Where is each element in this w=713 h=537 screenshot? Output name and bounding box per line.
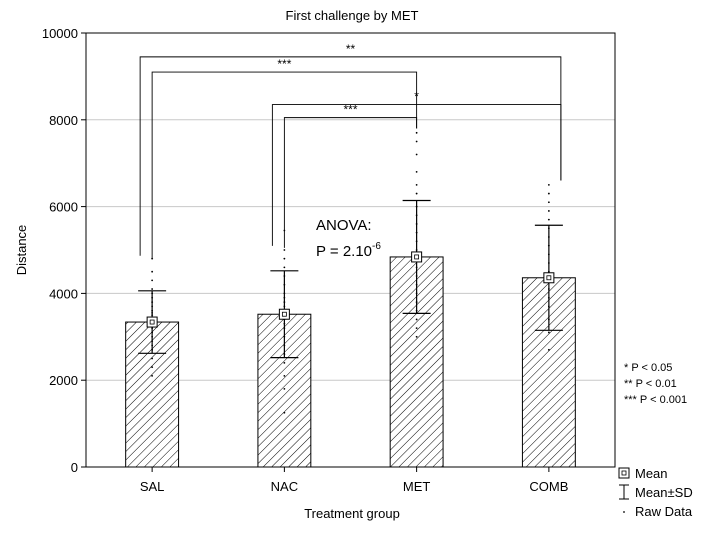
raw-point-comb-17	[547, 184, 550, 186]
raw-point-sal-22	[151, 257, 154, 260]
raw-point-comb-0	[547, 348, 550, 351]
bars	[125, 256, 576, 468]
mean-marker-inner-sal	[149, 319, 155, 325]
bracket-sal-met	[151, 71, 418, 258]
y-axis-label: Distance	[14, 225, 29, 276]
mean-marker-inner-met	[414, 254, 420, 260]
mean-marker-inner-comb	[546, 275, 552, 281]
raw-point-sal-2	[151, 357, 154, 360]
mean-marker-met	[411, 251, 423, 263]
raw-point-met-21	[415, 131, 418, 134]
significance-brackets: *********	[139, 42, 562, 258]
mean-marker-nac	[278, 308, 290, 320]
mean-markers	[146, 251, 555, 328]
raw-point-met-19	[415, 153, 418, 156]
y-tick-label-4: 8000	[49, 113, 78, 128]
raw-point-met-1	[415, 327, 418, 330]
x-tick-label-sal: SAL	[140, 479, 165, 494]
significance-key-2: ** P < 0.01	[624, 378, 677, 390]
raw-point-sal-0	[151, 374, 154, 377]
raw-point-met-18	[415, 170, 418, 173]
significance-key: * P < 0.05 ** P < 0.01 *** P < 0.001	[624, 362, 687, 406]
anova-p-base: P = 2.10	[316, 243, 372, 260]
anova-annotation: ANOVA: P = 2.10-6	[316, 217, 381, 260]
y-tick-label-1: 2000	[49, 373, 78, 388]
legend-sd-label: Mean±SD	[635, 485, 693, 500]
legend-mean-label: Mean	[635, 466, 668, 481]
raw-point-nac-20	[283, 249, 286, 251]
raw-point-met-2	[415, 318, 418, 321]
bracket-nac-met	[283, 117, 418, 248]
legend: Mean Mean±SD Raw Data	[618, 466, 693, 519]
y-axis-ticks: 0 2000 4000 6000 8000 10000	[42, 26, 86, 475]
plot-frame	[85, 32, 616, 468]
raw-point-nac-3	[283, 361, 286, 364]
raw-point-met-0	[415, 335, 418, 338]
anova-label: ANOVA:	[316, 217, 372, 234]
mean-marker-comb	[543, 272, 555, 284]
raw-point-comb-15	[547, 201, 550, 204]
x-tick-label-comb: COMB	[529, 479, 568, 494]
raw-point-comb-16	[547, 192, 550, 195]
raw-point-comb-1	[547, 331, 550, 334]
legend-mean-icon-inner	[621, 470, 627, 476]
raw-point-comb-13	[547, 218, 550, 221]
raw-point-nac-2	[283, 374, 286, 377]
raw-point-nac-0	[283, 411, 286, 414]
raw-point-sal-1	[151, 366, 154, 369]
bracket-label-nac-comb: *	[414, 90, 419, 104]
mean-marker-inner-nac	[281, 311, 287, 317]
mean-marker-sal	[146, 316, 158, 328]
raw-point-sal-19	[151, 288, 154, 290]
y-tick-label-2: 4000	[49, 286, 78, 301]
x-axis-label: Treatment group	[304, 506, 400, 521]
x-tick-label-met: MET	[403, 479, 431, 494]
anova-p-exponent: -6	[372, 241, 381, 252]
bracket-nac-comb	[271, 104, 562, 246]
significance-key-1: * P < 0.05	[624, 362, 672, 374]
x-tick-label-nac: NAC	[271, 479, 298, 494]
raw-point-nac-1	[283, 387, 286, 390]
x-axis-ticks: SAL NAC MET COMB	[140, 467, 568, 494]
legend-mean-icon	[618, 467, 630, 479]
raw-data-points	[151, 131, 550, 414]
raw-point-met-16	[415, 192, 418, 195]
raw-point-nac-18	[283, 266, 286, 269]
bracket-label-sal-met: ***	[277, 57, 291, 71]
raw-point-comb-14	[547, 210, 550, 212]
y-tick-label-0: 0	[71, 460, 78, 475]
significance-key-3: *** P < 0.001	[624, 394, 687, 406]
raw-point-met-20	[415, 140, 418, 143]
y-tick-label-3: 6000	[49, 200, 78, 215]
legend-raw-label: Raw Data	[635, 504, 693, 519]
y-tick-label-5: 10000	[42, 26, 78, 41]
raw-point-nac-19	[283, 257, 286, 260]
bracket-label-nac-met: ***	[343, 103, 357, 117]
raw-point-sal-20	[151, 279, 154, 282]
raw-point-sal-21	[151, 270, 154, 273]
raw-point-met-17	[415, 184, 418, 186]
chart-title: First challenge by MET	[286, 8, 419, 23]
anova-p-value: P = 2.10-6	[316, 241, 381, 260]
bracket-label-sal-comb: **	[346, 42, 356, 56]
legend-raw-icon	[623, 511, 625, 513]
